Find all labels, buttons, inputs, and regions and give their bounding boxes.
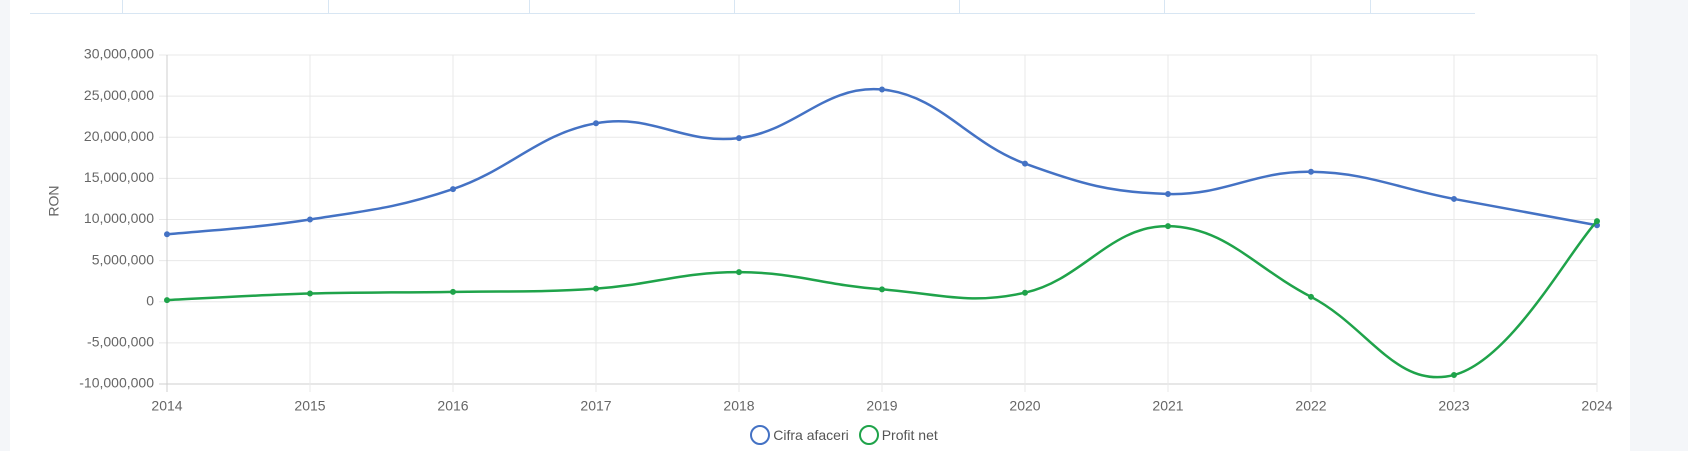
data-point-profit-net[interactable] — [307, 290, 313, 297]
x-tick-label: 2017 — [580, 398, 611, 414]
legend-swatch — [750, 425, 771, 445]
series-line-profit-net — [166, 220, 1598, 379]
x-tick-label: 2016 — [437, 398, 468, 414]
x-tick-label: 2019 — [866, 398, 897, 414]
x-tick-label: 2024 — [1581, 398, 1612, 414]
tab-divider — [1370, 0, 1371, 13]
data-point-cifra-afaceri[interactable] — [1451, 195, 1457, 202]
legend-label: Profit net — [881, 427, 938, 443]
tab-divider — [1164, 0, 1165, 13]
y-tick-label: 15,000,000 — [84, 169, 154, 185]
data-point-cifra-afaceri[interactable] — [1308, 168, 1314, 175]
legend-item-cifra-afaceri[interactable]: Cifra afaceri — [750, 425, 849, 445]
x-tick-label: 2014 — [151, 398, 182, 414]
y-tick-label: 10,000,000 — [84, 210, 154, 226]
data-point-cifra-afaceri[interactable] — [593, 120, 599, 127]
x-tick-label: 2021 — [1152, 398, 1183, 414]
x-tick-label: 2022 — [1295, 398, 1326, 414]
legend: Cifra afaceri Profit net — [0, 424, 1688, 446]
tab-divider — [122, 0, 123, 13]
y-tick-label: 25,000,000 — [84, 87, 154, 103]
tab-strip — [30, 0, 1475, 14]
data-point-cifra-afaceri[interactable] — [879, 86, 885, 93]
x-tick-label: 2020 — [1009, 398, 1040, 414]
data-point-profit-net[interactable] — [1451, 371, 1457, 378]
x-tick-label: 2023 — [1438, 398, 1469, 414]
y-tick-label: -5,000,000 — [87, 334, 154, 350]
y-tick-label: 30,000,000 — [84, 46, 154, 62]
data-point-profit-net[interactable] — [736, 269, 742, 276]
legend-label: Cifra afaceri — [773, 427, 849, 443]
data-point-cifra-afaceri[interactable] — [736, 135, 742, 142]
data-point-profit-net[interactable] — [1022, 289, 1028, 296]
data-point-profit-net[interactable] — [1308, 293, 1314, 300]
data-point-cifra-afaceri[interactable] — [164, 231, 170, 238]
data-point-profit-net[interactable] — [1165, 223, 1171, 230]
y-tick-label: -10,000,000 — [79, 375, 154, 391]
data-point-cifra-afaceri[interactable] — [1022, 160, 1028, 167]
data-point-profit-net[interactable] — [593, 285, 599, 292]
data-point-profit-net[interactable] — [1594, 218, 1600, 225]
legend-item-profit-net[interactable]: Profit net — [858, 425, 938, 445]
y-axis-title: RON — [46, 185, 62, 216]
data-point-profit-net[interactable] — [879, 286, 885, 293]
data-point-cifra-afaceri[interactable] — [1165, 191, 1171, 198]
y-tick-label: 5,000,000 — [92, 251, 154, 267]
data-point-profit-net[interactable] — [164, 297, 170, 304]
x-tick-label: 2015 — [294, 398, 325, 414]
series — [164, 86, 1600, 379]
data-point-cifra-afaceri[interactable] — [307, 216, 313, 223]
legend-swatch — [858, 425, 879, 445]
axes: RON 30,000,000 25,000,000 20,000,000 15,000… — [46, 46, 1613, 414]
tab-divider — [328, 0, 329, 13]
y-tick-label: 0 — [146, 292, 154, 308]
line-chart: RON 30,000,000 25,000,000 20,000,000 15,000… — [46, 46, 1613, 414]
y-tick-label: 20,000,000 — [84, 128, 154, 144]
chart-card — [10, 0, 1630, 451]
tab-divider — [734, 0, 735, 13]
data-point-profit-net[interactable] — [450, 288, 456, 295]
tab-divider — [959, 0, 960, 13]
data-point-cifra-afaceri[interactable] — [450, 186, 456, 193]
x-tick-label: 2018 — [723, 398, 754, 414]
grid — [159, 54, 1598, 392]
tab-divider — [529, 0, 530, 13]
